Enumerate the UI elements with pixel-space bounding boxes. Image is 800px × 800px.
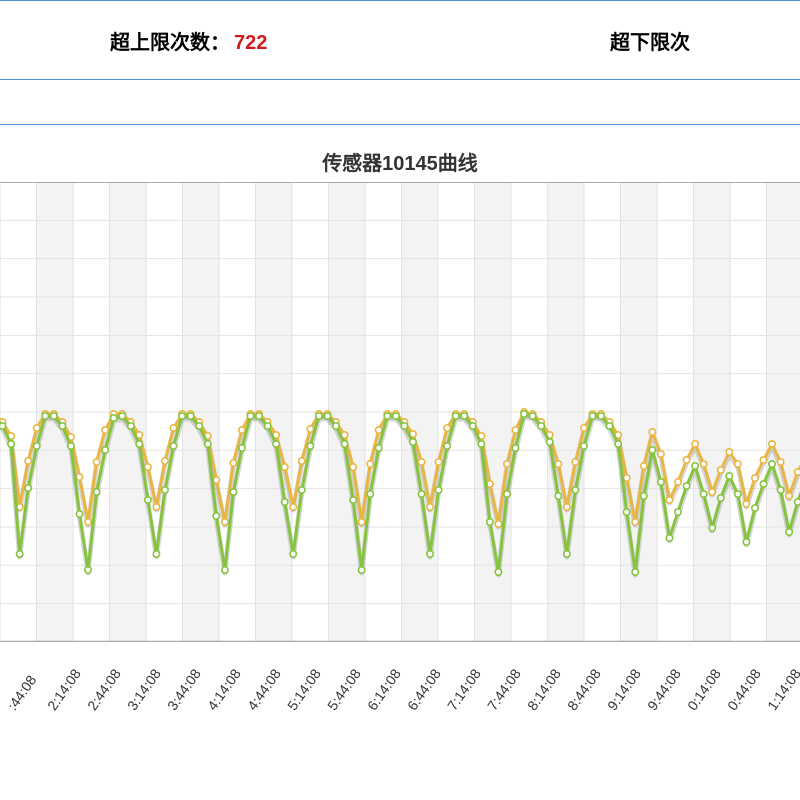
x-tick-label: 0:14:08: [684, 666, 724, 713]
line-chart: [0, 182, 800, 642]
x-tick-label: 6:44:08: [404, 666, 444, 713]
x-tick-label: 7:14:08: [444, 666, 484, 713]
x-tick-label: 2:14:08: [44, 666, 84, 713]
lower-limit-label-partial: 超下限次: [610, 32, 690, 54]
x-tick-label: :44:08: [4, 672, 39, 713]
upper-limit-label: 超上限次数：: [110, 32, 230, 54]
x-tick-label: 9:44:08: [644, 666, 684, 713]
x-tick-label: 6:14:08: [364, 666, 404, 713]
section-divider: [0, 80, 800, 125]
upper-limit-item: 超上限次数：722: [110, 26, 267, 55]
x-tick-label: 7:44:08: [484, 666, 524, 713]
x-tick-label: 9:14:08: [604, 666, 644, 713]
x-tick-label: 8:44:08: [564, 666, 604, 713]
x-tick-label: 1:14:08: [764, 666, 800, 713]
chart-area: :44:082:14:082:44:083:14:083:44:084:14:0…: [0, 182, 800, 642]
x-tick-label: 3:14:08: [124, 666, 164, 713]
upper-limit-value: 722: [234, 32, 267, 54]
chart-title: 传感器10145曲线: [0, 147, 800, 176]
info-bar: 超上限次数：722 超下限次: [0, 0, 800, 80]
x-tick-label: 4:44:08: [244, 666, 284, 713]
x-tick-label: 8:14:08: [524, 666, 564, 713]
x-tick-label: 5:14:08: [284, 666, 324, 713]
x-tick-label: 4:14:08: [204, 666, 244, 713]
x-tick-label: 0:44:08: [724, 666, 764, 713]
x-tick-label: 2:44:08: [84, 666, 124, 713]
x-tick-label: 5:44:08: [324, 666, 364, 713]
x-tick-label: 3:44:08: [164, 666, 204, 713]
lower-limit-item: 超下限次: [610, 26, 690, 55]
